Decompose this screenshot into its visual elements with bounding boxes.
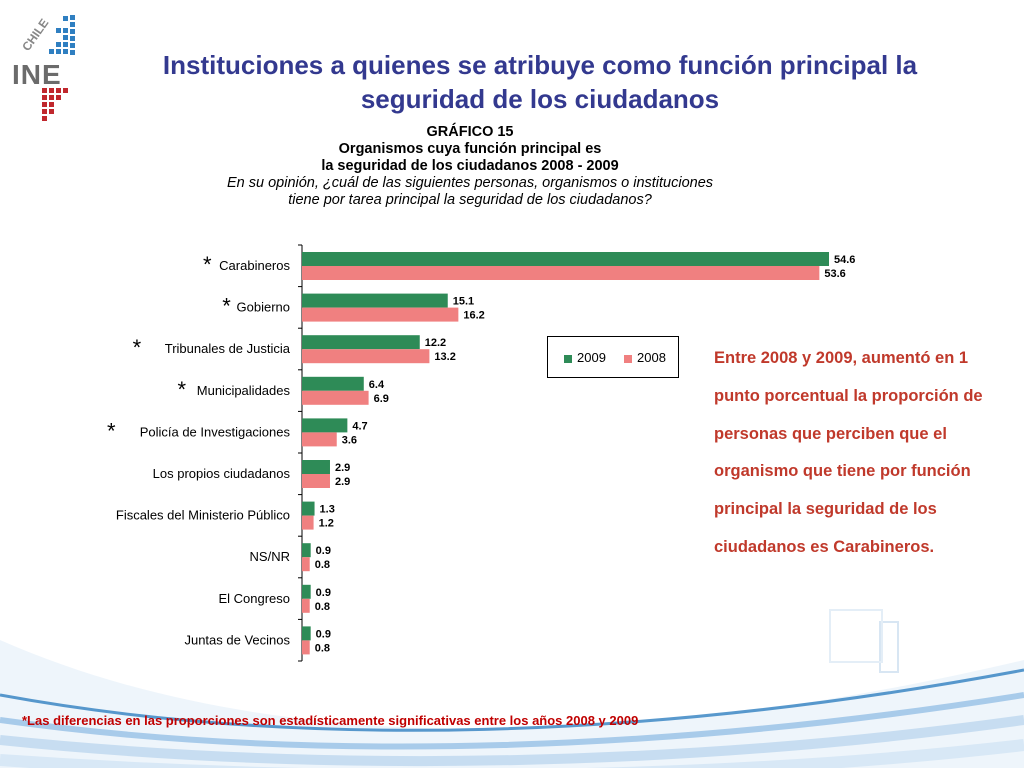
bar-2009-8 [302,584,311,599]
ine-chile-logo: CHILE INE [12,15,75,121]
legend-swatch-2008 [624,354,632,363]
page-title-line-1: Instituciones a quienes se atribuye como… [162,50,918,80]
value-label-2008-1: 16.2 [463,310,484,322]
category-label-3: Municipalidades [197,383,291,398]
value-label-2009-6: 1.3 [320,504,335,516]
chart-title-line-1: Organismos cuya función principal es [338,141,602,157]
category-label-7: NS/NR [250,549,290,564]
value-label-2009-9: 0.9 [316,628,331,640]
bar-2009-5 [302,460,330,474]
legend-swatch-2009 [564,354,572,363]
value-label-2009-1: 15.1 [453,296,474,308]
bar-2008-8 [302,598,310,613]
value-label-2008-4: 3.6 [342,434,357,446]
legend-label-2009: 2009 [577,350,606,365]
significance-marker-4: * [107,418,116,443]
logo-ine-text: INE [12,59,62,90]
value-label-2009-2: 12.2 [425,337,446,349]
legend-label-2008: 2008 [637,350,666,365]
value-label-2009-8: 0.9 [316,587,331,599]
bar-2009-0 [302,252,829,266]
value-label-2009-3: 6.4 [369,379,385,391]
value-label-2008-2: 13.2 [434,351,455,363]
category-label-6: Fiscales del Ministerio Público [116,508,290,523]
value-label-2008-9: 0.8 [315,642,330,654]
decorative-wave-background [0,609,1024,768]
bar-2009-6 [302,501,315,516]
category-label-8: El Congreso [218,591,290,606]
value-label-2008-8: 0.8 [315,601,330,613]
footer-note: *Las diferencias en las proporciones son… [22,713,639,728]
chart-legend: 2009 2008 [547,336,679,378]
bar-2008-2 [302,349,430,364]
value-label-2009-7: 0.9 [316,545,331,557]
significance-marker-3: * [177,377,186,402]
chart-title-line-2: la seguridad de los ciudadanos 2008 - 20… [321,158,619,174]
category-label-5: Los propios ciudadanos [153,466,291,481]
chart-number: GRÁFICO 15 [426,124,514,140]
legend-item-2009: 2009 [564,350,606,365]
bar-2008-0 [302,266,820,280]
bar-2008-9 [302,640,310,655]
value-label-2008-7: 0.8 [315,559,330,571]
bar-2009-4 [302,418,348,433]
significance-marker-2: * [133,335,142,360]
page-title: Instituciones a quienes se atribuye como… [110,48,970,116]
logo-red-grid [42,88,68,121]
category-label-0: Carabineros [219,258,290,273]
bar-2009-3 [302,376,364,391]
logo-blue-grid [49,15,75,55]
bar-2008-1 [302,307,459,322]
legend-item-2008: 2008 [624,350,666,365]
value-label-2008-6: 1.2 [319,518,334,530]
value-label-2009-4: 4.7 [352,420,367,432]
bar-2008-5 [302,474,330,488]
category-label-1: Gobierno [237,300,290,315]
value-label-2008-0: 53.6 [824,268,845,280]
category-label-2: Tribunales de Justicia [165,341,291,356]
bar-2009-7 [302,543,311,558]
bar-2008-6 [302,515,314,530]
category-label-4: Policía de Investigaciones [140,424,291,439]
chart-heading: GRÁFICO 15 Organismos cuya función princ… [180,124,760,209]
significance-marker-0: * [203,252,212,277]
value-label-2008-5: 2.9 [335,476,350,488]
chart-question-line-1: En su opinión, ¿cuál de las siguientes p… [226,175,714,191]
value-label-2008-3: 6.9 [374,393,389,405]
bar-2008-7 [302,557,310,572]
bar-2008-3 [302,390,369,405]
value-label-2009-0: 54.6 [834,254,855,266]
commentary-note: Entre 2008 y 2009, aumentó en 1 punto po… [714,349,983,556]
category-label-9: Juntas de Vecinos [184,632,290,647]
bar-2008-4 [302,432,337,447]
chart-question-line-2: tiene por tarea principal la seguridad d… [288,192,652,208]
significance-marker-1: * [222,294,231,319]
value-label-2009-5: 2.9 [335,462,350,474]
bar-2009-2 [302,335,420,350]
bar-2009-9 [302,626,311,641]
page-title-line-2: seguridad de los ciudadanos [360,84,720,114]
bar-2009-1 [302,293,448,308]
